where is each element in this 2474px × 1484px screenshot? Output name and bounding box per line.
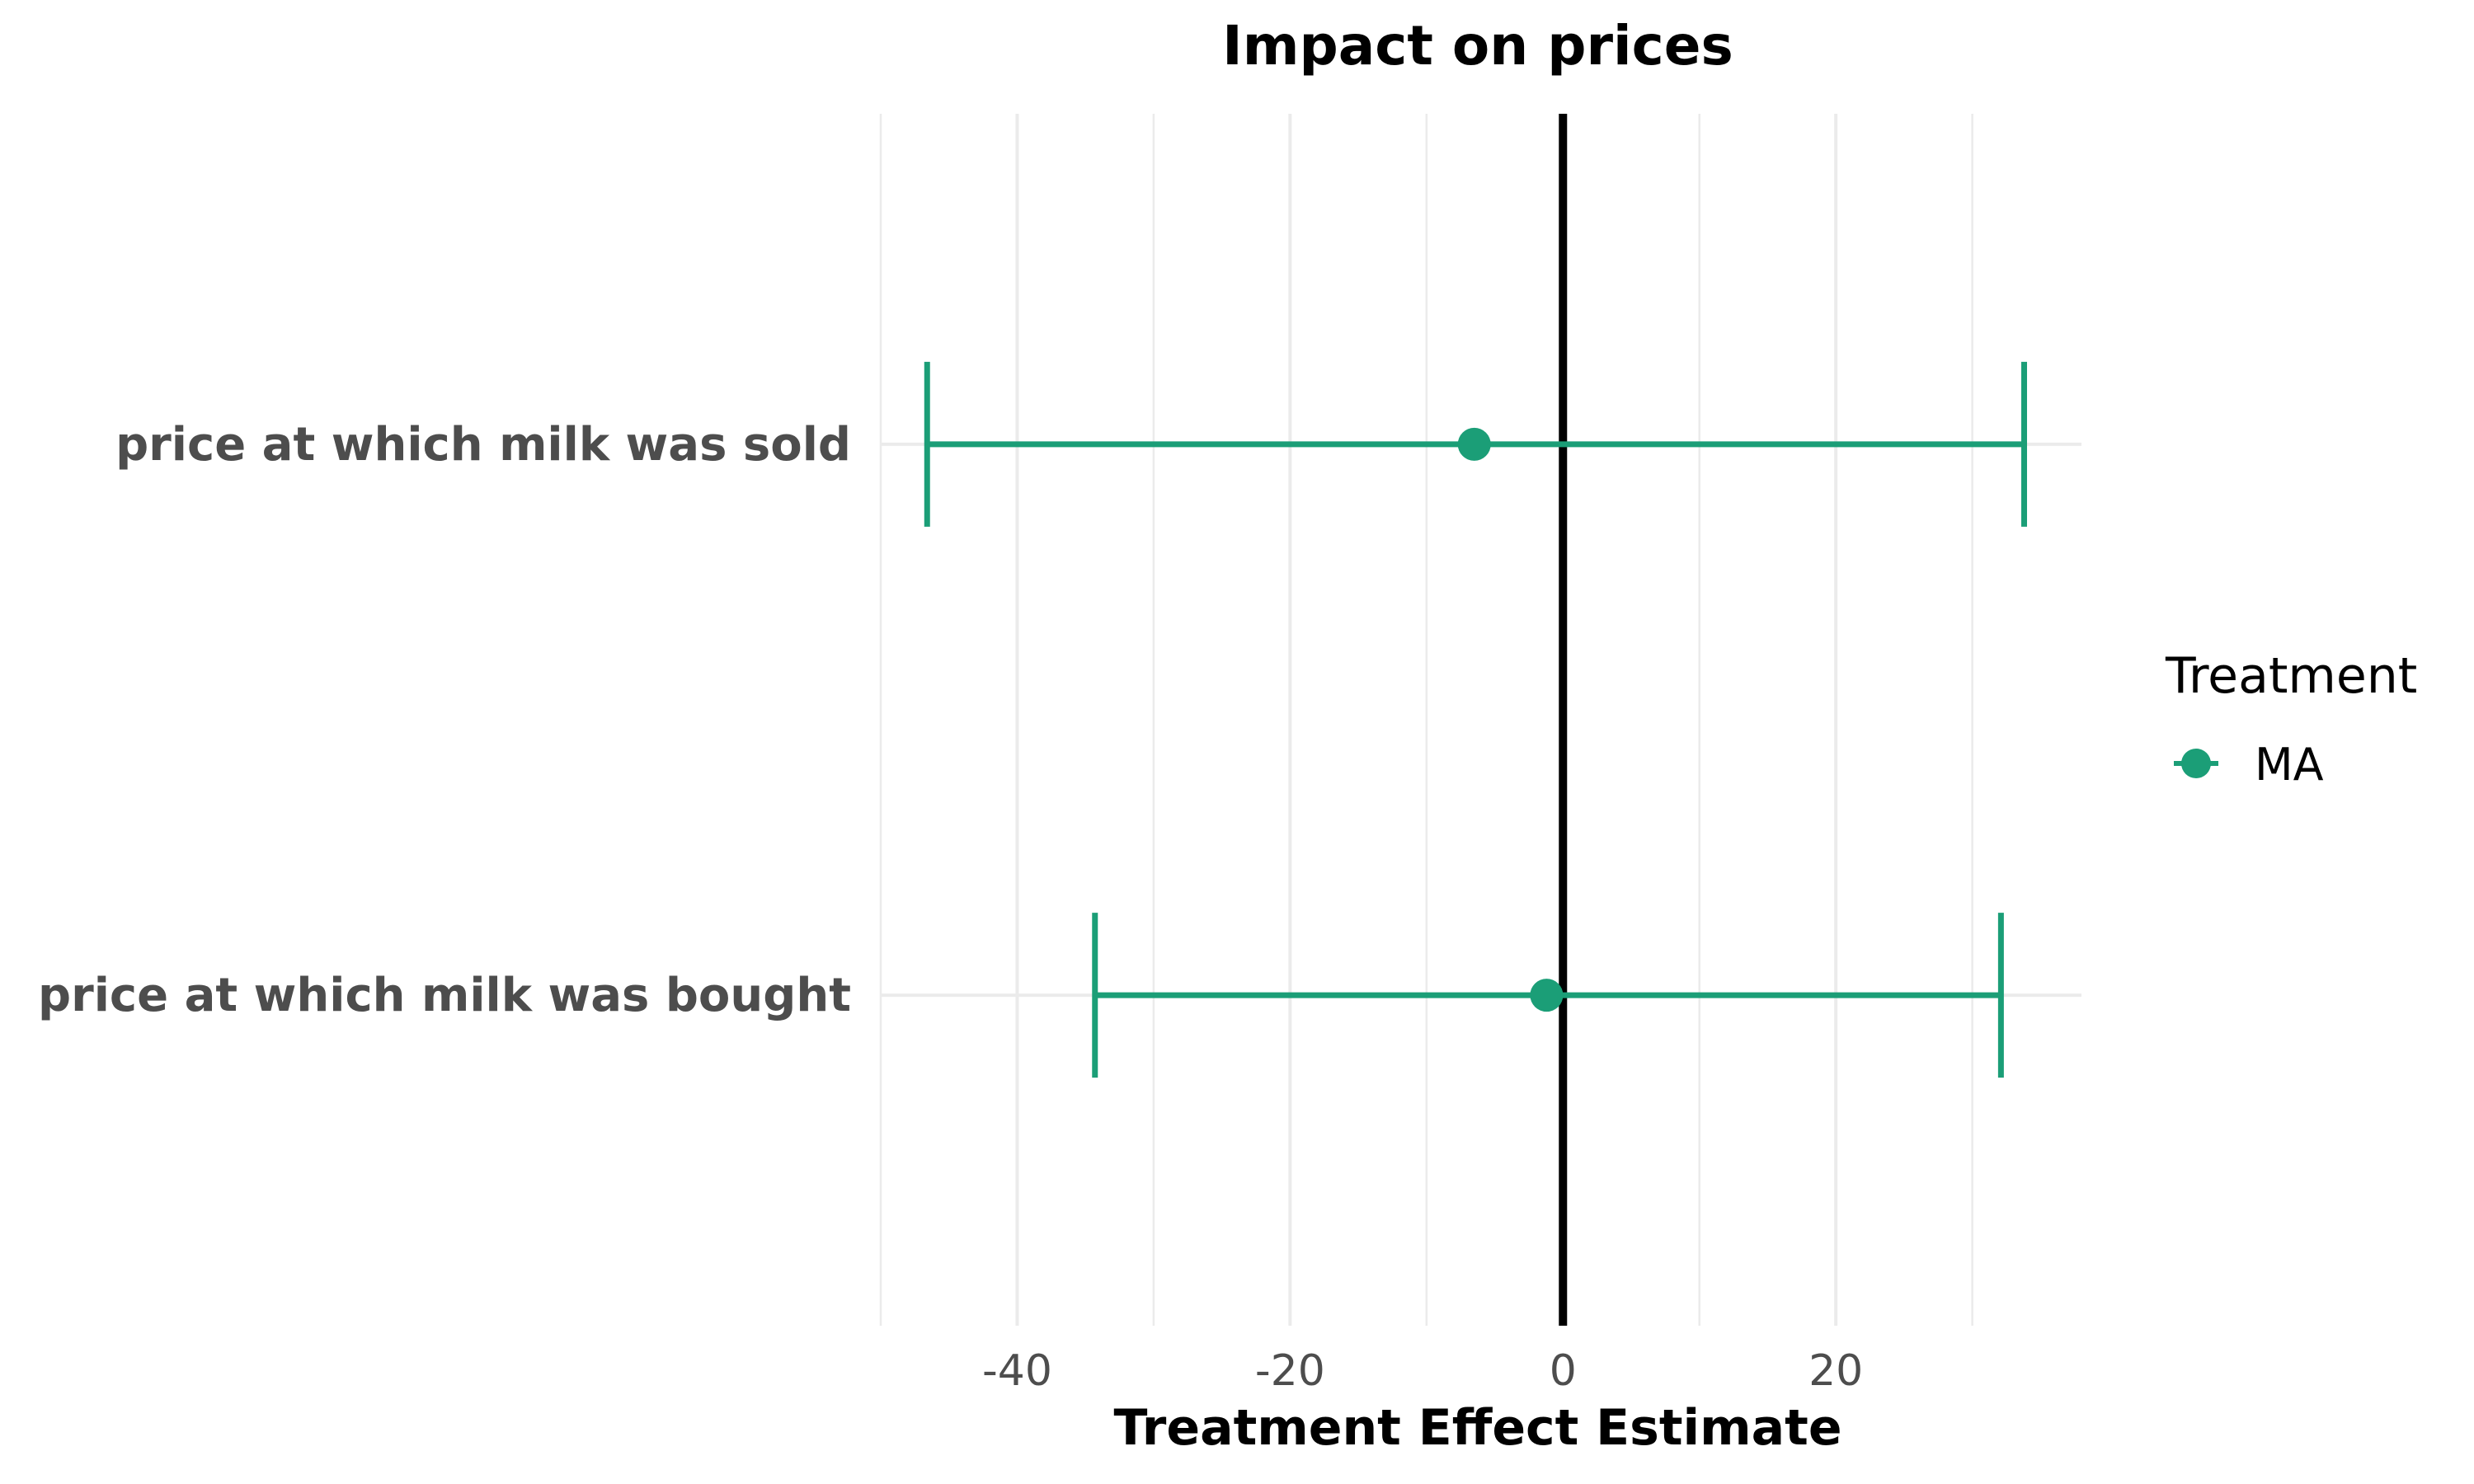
x-tick-label: -20	[1255, 1346, 1325, 1396]
legend-key-point	[2181, 749, 2211, 778]
category-label: price at which milk was sold	[115, 418, 851, 472]
x-tick-label: 20	[1808, 1346, 1863, 1396]
legend: Treatment MA	[2165, 647, 2417, 791]
legend-title: Treatment	[2165, 647, 2417, 705]
x-axis-title: Treatment Effect Estimate	[1113, 1399, 1841, 1457]
legend-label-ma: MA	[2255, 739, 2324, 791]
chart-title: Impact on prices	[1222, 14, 1733, 77]
x-tick-label: -40	[982, 1346, 1052, 1396]
x-tick-label: 0	[1550, 1346, 1577, 1396]
estimate-point	[1457, 427, 1491, 461]
category-label: price at which milk was bought	[38, 969, 851, 1022]
error-bars	[924, 361, 2028, 1078]
axis-labels: -40 -20 0 20 price at which milk was sold pri…	[38, 418, 1863, 1396]
grid	[879, 114, 2081, 1326]
estimate-point	[1530, 979, 1564, 1012]
